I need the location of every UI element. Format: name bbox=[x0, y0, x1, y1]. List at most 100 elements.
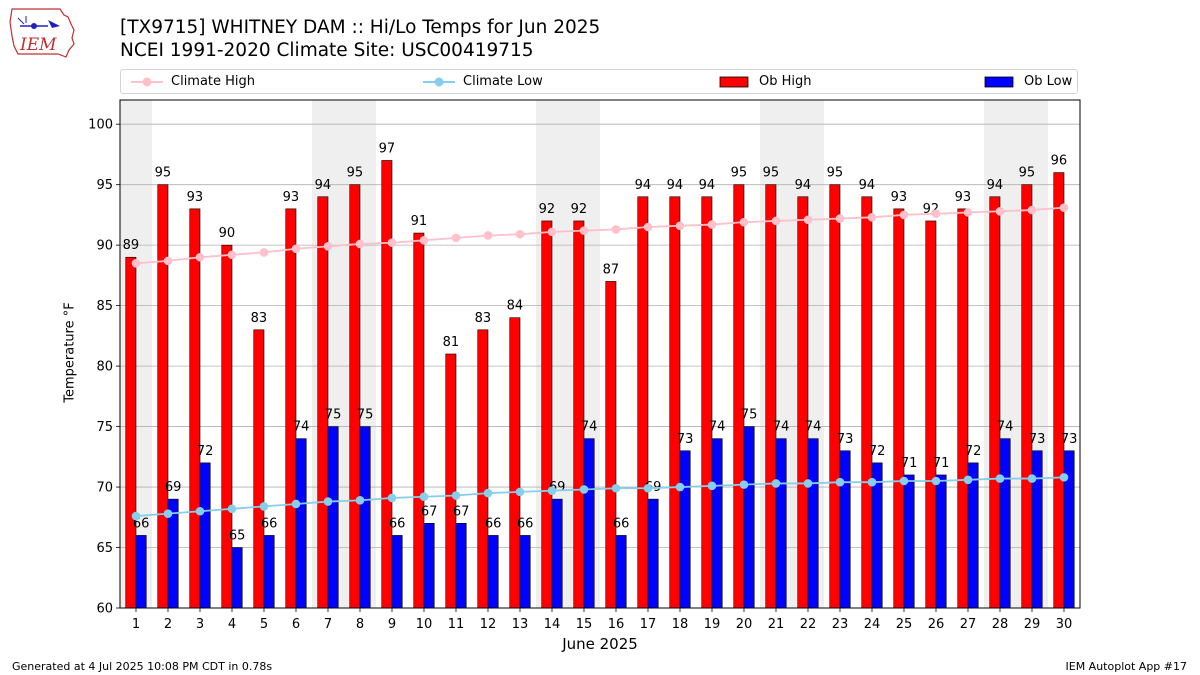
ob-high-value-label: 92 bbox=[539, 202, 556, 217]
ob-low-bar bbox=[455, 523, 467, 609]
climate-low-point bbox=[579, 485, 589, 494]
ob-high-value-label: 96 bbox=[1051, 154, 1068, 169]
x-tick-label: 11 bbox=[448, 617, 465, 632]
chart-title: [TX9715] WHITNEY DAM :: Hi/Lo Temps for … bbox=[120, 17, 601, 38]
ob-high-bar bbox=[861, 196, 873, 609]
ob-high-value-label: 95 bbox=[827, 166, 844, 181]
x-tick-label: 1 bbox=[132, 617, 140, 632]
ob-high-bar bbox=[1053, 172, 1065, 609]
ob-high-value-label: 83 bbox=[475, 311, 492, 326]
climate-low-point bbox=[227, 504, 237, 514]
ob-low-value-label: 66 bbox=[613, 516, 630, 531]
ob-low-bar bbox=[391, 535, 403, 609]
x-axis-label: June 2025 bbox=[562, 635, 638, 653]
climate-low-point bbox=[515, 487, 525, 497]
iem-logo: IEM bbox=[9, 8, 75, 58]
climate-low-point bbox=[611, 483, 621, 493]
ob-high-bar bbox=[477, 329, 489, 609]
ob-low-value-label: 71 bbox=[901, 456, 918, 471]
x-tick-label: 28 bbox=[992, 617, 1009, 632]
climate-high-line bbox=[135, 206, 1065, 265]
ob-low-value-label: 66 bbox=[261, 516, 278, 531]
climate-low-point bbox=[131, 511, 141, 521]
x-tick-label: 29 bbox=[1024, 617, 1041, 632]
climate-low-point bbox=[803, 479, 813, 488]
legend: Climate High Climate Low Ob High Ob Low bbox=[120, 69, 1078, 94]
ob-high-value-label: 90 bbox=[219, 226, 236, 241]
x-tick-label: 19 bbox=[704, 617, 721, 632]
ob-high-value-label: 87 bbox=[603, 262, 620, 277]
ob-high-value-label: 94 bbox=[667, 178, 684, 193]
ob-low-value-label: 74 bbox=[293, 420, 310, 435]
climate-low-point bbox=[387, 493, 397, 503]
climate-high-point bbox=[963, 208, 973, 217]
climate-low-point bbox=[195, 506, 205, 516]
ob-high-bar bbox=[989, 196, 1001, 609]
legend-label: Climate High bbox=[171, 74, 256, 89]
ob-high-bar bbox=[637, 196, 649, 609]
ob-low-value-label: 74 bbox=[997, 420, 1014, 435]
legend-label: Ob Low bbox=[1024, 74, 1073, 89]
ob-low-value-label: 73 bbox=[1061, 432, 1078, 447]
climate-high-point bbox=[163, 256, 173, 266]
x-tick-label: 2 bbox=[164, 617, 172, 632]
x-tick-label: 13 bbox=[512, 617, 529, 632]
ob-high-value-label: 84 bbox=[507, 299, 524, 314]
ob-low-bar bbox=[487, 535, 499, 609]
ob-high-value-label: 93 bbox=[891, 190, 908, 205]
ob-high-bar bbox=[765, 184, 777, 609]
ob-high-bar bbox=[957, 208, 969, 609]
climate-high-point bbox=[227, 250, 237, 260]
climate-high-point bbox=[771, 216, 781, 226]
climate-high-point bbox=[675, 221, 685, 231]
climate-high-point bbox=[835, 214, 845, 223]
ob-high-bar bbox=[381, 160, 393, 609]
ob-low-value-label: 66 bbox=[517, 516, 534, 531]
ob-high-value-label: 93 bbox=[283, 190, 300, 205]
climate-high-point bbox=[451, 233, 461, 243]
ob-high-value-label: 83 bbox=[251, 311, 268, 326]
ob-low-bar bbox=[935, 474, 947, 609]
ob-low-bar bbox=[231, 547, 243, 609]
ob-low-value-label: 73 bbox=[837, 432, 854, 447]
x-tick-label: 12 bbox=[480, 617, 497, 632]
ob-low-bar bbox=[263, 535, 275, 609]
ob-high-bar bbox=[157, 184, 169, 609]
y-tick-label: 95 bbox=[96, 178, 113, 193]
ob-high-value-label: 89 bbox=[123, 238, 140, 253]
ob-high-bar bbox=[573, 220, 585, 609]
climate-low-point bbox=[675, 482, 685, 492]
ob-high-value-label: 95 bbox=[155, 166, 172, 181]
y-tick-label: 65 bbox=[96, 541, 113, 556]
ob-high-bar bbox=[669, 196, 681, 609]
ob-high-value-label: 94 bbox=[795, 178, 812, 193]
ob-high-value-label: 95 bbox=[731, 166, 748, 181]
ob-low-bar bbox=[615, 535, 627, 609]
ob-high-value-label: 94 bbox=[699, 178, 716, 193]
generated-timestamp: Generated at 4 Jul 2025 10:08 PM CDT in … bbox=[12, 660, 273, 673]
ob-high-bar bbox=[829, 184, 841, 609]
climate-low-point bbox=[547, 486, 557, 495]
ob-low-value-label: 72 bbox=[965, 444, 982, 459]
x-tick-label: 30 bbox=[1056, 617, 1073, 632]
ob-low-value-label: 66 bbox=[485, 516, 502, 531]
x-tick-label: 24 bbox=[864, 617, 881, 632]
ob-low-bar bbox=[135, 535, 147, 609]
x-tick-label: 21 bbox=[768, 617, 785, 632]
ob-low-value-label: 66 bbox=[389, 516, 406, 531]
ob-low-value-label: 67 bbox=[421, 504, 438, 519]
ob-low-bar bbox=[199, 462, 211, 609]
climate-high-point bbox=[643, 222, 653, 232]
ob-low-bar bbox=[327, 426, 339, 609]
ob-high-value-label: 94 bbox=[987, 178, 1004, 193]
legend-label: Climate Low bbox=[463, 74, 543, 89]
ob-low-value-label: 75 bbox=[325, 408, 342, 423]
ob-high-bar bbox=[189, 208, 201, 609]
climate-low-point bbox=[259, 502, 269, 511]
ob-high-value-label: 95 bbox=[763, 166, 780, 181]
x-tick-label: 10 bbox=[416, 617, 433, 632]
x-tick-label: 26 bbox=[928, 617, 945, 632]
ob-high-bar bbox=[445, 353, 457, 609]
climate-low-point bbox=[995, 474, 1005, 483]
